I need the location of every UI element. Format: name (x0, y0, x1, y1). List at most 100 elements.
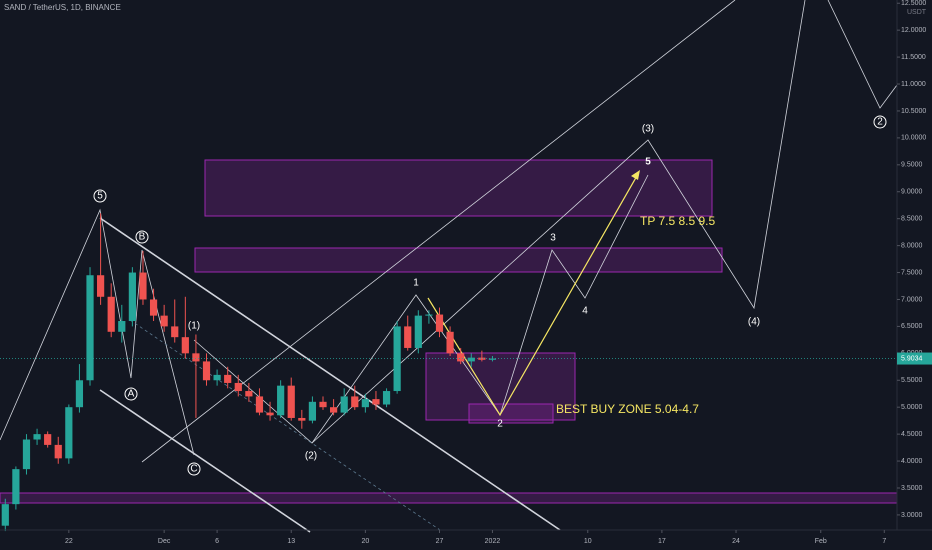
channel-line (129, 319, 441, 531)
wave-label: B (139, 232, 146, 243)
candle-body (488, 358, 497, 360)
candle-body (446, 331, 454, 354)
candle-body (118, 321, 126, 332)
wave-label: 2 (497, 419, 503, 430)
tp-label: TP 7.5 8.5 9.5 (640, 214, 715, 228)
candle-body (467, 357, 475, 362)
y-tick-label: 5.5000 (901, 377, 923, 384)
candle-body (213, 374, 221, 381)
y-tick-label: 4.0000 (901, 458, 923, 465)
arrow-head (631, 170, 640, 180)
wave-line (0, 208, 195, 456)
y-tick-label: 8.0000 (901, 242, 923, 249)
wave-label: 2 (877, 117, 883, 128)
candle-body (255, 396, 264, 413)
candle-body (298, 417, 306, 421)
drawings (0, 0, 898, 533)
y-tick-label: 7.5000 (901, 269, 923, 276)
x-tick-label: 10 (584, 538, 592, 545)
y-tick-label: 12.5000 (901, 0, 926, 7)
zone (0, 492, 898, 504)
candle-body (107, 296, 115, 332)
circle (187, 462, 201, 476)
y-tick-label: 10.0000 (901, 135, 926, 142)
candle-body (139, 272, 147, 300)
candle-body (234, 382, 242, 392)
candle-body (308, 401, 317, 421)
x-tick-label: 6 (215, 538, 219, 545)
y-tick-label: 3.0000 (901, 512, 923, 519)
circle (873, 115, 887, 129)
candle-body (12, 469, 20, 505)
x-tick-label: 27 (436, 538, 444, 545)
candle-body (361, 399, 369, 408)
y-tick-label: 5.0000 (901, 404, 923, 411)
y-tick-label: 11.5000 (901, 54, 926, 61)
wave-line (311, 0, 806, 444)
x-tick-label: 13 (287, 538, 295, 545)
last-price-tag (897, 352, 932, 365)
candle-body (33, 434, 41, 440)
wave-label: 3 (550, 233, 556, 244)
y-tick-label: 9.0000 (901, 189, 923, 196)
channel-line (99, 389, 311, 533)
wave-label: 5 (645, 157, 651, 168)
x-tick-label: 24 (732, 538, 740, 545)
wave-label: 1 (413, 278, 419, 289)
circle (93, 189, 107, 203)
candle-body (97, 275, 105, 297)
candle-body (414, 315, 422, 348)
y-tick-label: 12.0000 (901, 27, 926, 34)
y-tick-label: 3.5000 (901, 485, 923, 492)
x-tick-label: 2022 (485, 538, 501, 545)
candle-body (202, 361, 211, 381)
x-tick-label: Dec (158, 538, 171, 545)
y-tick-label: 8.5000 (901, 216, 923, 223)
y-tick-label: 7.0000 (901, 296, 923, 303)
wave-label: A (128, 389, 135, 400)
candle-body (382, 391, 391, 405)
candle-body (149, 299, 158, 316)
y-tick-label: 9.5000 (901, 162, 923, 169)
candle-body (277, 385, 285, 416)
wave-label: (4) (748, 317, 760, 328)
candle-body (340, 396, 348, 413)
candle-body (425, 314, 433, 316)
last-price-label: 5.9034 (901, 355, 923, 362)
y-tick-label: 11.0000 (901, 81, 926, 88)
zone (425, 352, 576, 421)
candle-body (44, 434, 52, 445)
wave-label: (3) (642, 124, 654, 135)
labels: 5 B A C (1) (2) 1 2 3 4 5 (3) (4) 2 TP 7… (93, 115, 887, 476)
x-tick-label: 17 (658, 538, 666, 545)
candle-body (171, 326, 179, 338)
x-tick-label: 22 (65, 538, 73, 545)
candle-body (245, 391, 253, 397)
candle-body (160, 315, 168, 327)
buy-label: BEST BUY ZONE 5.04-4.7 (556, 402, 699, 416)
zone (194, 247, 723, 273)
candle-body (224, 374, 232, 383)
wave-label: 5 (97, 191, 103, 202)
candle-body (54, 444, 62, 459)
candle-body (372, 399, 380, 405)
x-tick-label: 7 (882, 538, 886, 545)
candle-body (287, 385, 295, 418)
zone (468, 403, 554, 424)
candle-body (65, 407, 73, 459)
candle-body (22, 439, 31, 470)
wave-line (827, 0, 898, 109)
candle-body (266, 412, 274, 416)
wave-label: (2) (305, 451, 317, 462)
circle (135, 230, 149, 244)
candle-body (457, 353, 465, 362)
circle (124, 387, 138, 401)
header: SAND / TetherUS, 1D, BINANCE (4, 3, 121, 12)
candle-body (393, 326, 401, 392)
x-tick-label: 20 (361, 538, 369, 545)
wave-label: C (190, 464, 197, 475)
x-tick-label: Feb (815, 538, 827, 545)
candle-body (181, 337, 189, 354)
y-tick-label: 4.5000 (901, 431, 923, 438)
